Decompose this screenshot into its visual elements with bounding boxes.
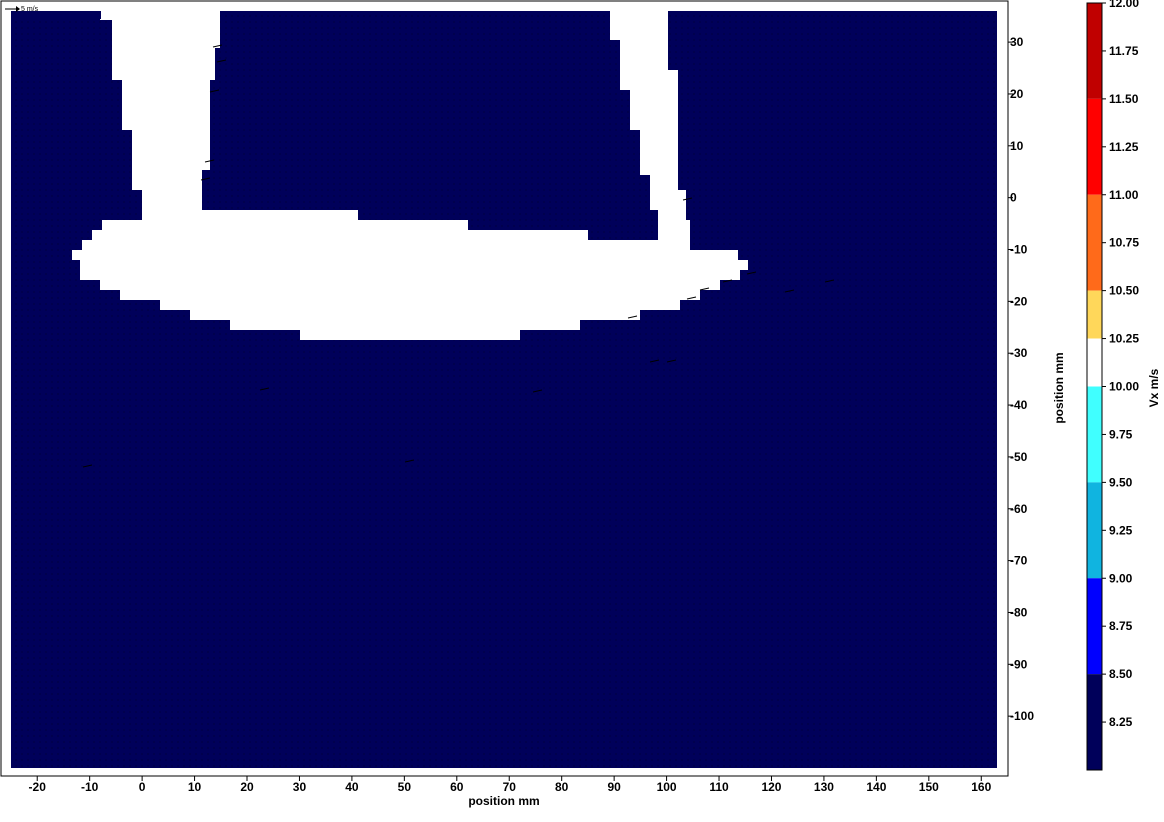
x-tick-label: 10 [188, 780, 202, 794]
x-tick-label: 60 [450, 780, 464, 794]
x-tick-label: 50 [398, 780, 412, 794]
colorbar-level-label: 11.75 [1109, 44, 1139, 58]
x-tick-label: 0 [139, 780, 146, 794]
vector-arrow [627, 315, 638, 319]
colorbar-labels: 12.00 11.75 11.50 11.25 11.00 10.75 10.50 10.25… [1102, 0, 1139, 729]
vector-arrow [209, 89, 220, 93]
reference-vector: 5 m/s [5, 6, 39, 13]
vector-arrow [649, 359, 660, 363]
colorbar-band [1087, 386, 1102, 483]
x-tick-label: 100 [657, 780, 677, 794]
velocity-vectors [82, 44, 835, 468]
x-axis: -20 -10 0 10 20 30 40 50 60 70 80 90 100 110 120 130 140… [29, 776, 992, 794]
colorbar-level-label: 8.75 [1109, 619, 1133, 633]
y-tick-label: -20 [1010, 294, 1028, 308]
colorbar-band [1087, 674, 1102, 770]
y-tick-label: -50 [1010, 450, 1028, 464]
colorbar-level-label: 11.00 [1109, 188, 1139, 202]
colorbar-level-label: 12.00 [1109, 0, 1139, 10]
x-tick-label: 130 [814, 780, 834, 794]
masked-region [11, 11, 748, 340]
x-tick-label: 20 [240, 780, 254, 794]
y-tick-label: -40 [1010, 398, 1028, 412]
y-tick-label: -90 [1010, 657, 1028, 671]
reference-vector-label: 5 m/s [21, 6, 39, 13]
x-tick-label: 120 [761, 780, 781, 794]
x-tick-label: 30 [293, 780, 307, 794]
vector-arrow [200, 177, 211, 181]
x-axis-title: position mm [468, 794, 539, 808]
x-tick-label: 150 [919, 780, 939, 794]
colorbar-band [1087, 194, 1102, 291]
colorbar-band [1087, 482, 1102, 579]
masked-blob [72, 11, 748, 340]
x-tick-label: 90 [607, 780, 621, 794]
x-tick-label: -10 [81, 780, 99, 794]
x-tick-label: 70 [503, 780, 517, 794]
x-tick-label: 160 [971, 780, 991, 794]
vector-arrow [682, 197, 693, 201]
vector-arrow [259, 387, 270, 391]
colorbar-level-label: 9.50 [1109, 475, 1133, 489]
vector-arrow [532, 389, 543, 393]
colorbar-band [1087, 290, 1102, 339]
y-tick-label: -70 [1010, 554, 1028, 568]
vector-arrow [204, 159, 215, 163]
y-tick-label: 0 [1010, 191, 1017, 205]
colorbar-level-label: 8.25 [1109, 715, 1133, 729]
vector-arrow [722, 279, 733, 283]
colorbar-level-label: 9.25 [1109, 523, 1133, 537]
y-tick-label: -10 [1010, 243, 1028, 257]
y-axis: 30 20 10 0 -10 -20 -30 -40 -50 -60 -70 -80 -90 -100 [1008, 35, 1034, 723]
vector-arrow [746, 271, 757, 275]
colorbar-level-label: 9.75 [1109, 427, 1133, 441]
vector-arrow [212, 44, 223, 48]
y-tick-label: -80 [1010, 605, 1028, 619]
colorbar-level-label: 10.25 [1109, 332, 1139, 346]
y-tick-label: 30 [1010, 35, 1024, 49]
colorbar-level-label: 9.00 [1109, 571, 1133, 585]
vector-arrow [686, 296, 697, 300]
y-tick-label: -30 [1010, 346, 1028, 360]
vector-arrow [666, 359, 677, 363]
colorbar-level-label: 10.00 [1109, 380, 1139, 394]
colorbar-level-label: 11.25 [1109, 140, 1139, 154]
colorbar-band [1087, 98, 1102, 195]
colorbar-level-label: 11.50 [1109, 92, 1139, 106]
vector-arrow [82, 464, 93, 468]
y-tick-label: 20 [1010, 87, 1024, 101]
y-tick-label: 10 [1010, 139, 1024, 153]
colorbar-title: Vx m/s [1147, 368, 1161, 407]
x-tick-label: 110 [709, 780, 729, 794]
x-tick-label: 40 [345, 780, 359, 794]
colorbar-level-label: 10.75 [1109, 236, 1139, 250]
y-tick-label: -100 [1010, 709, 1034, 723]
colorbar-level-label: 8.50 [1109, 667, 1133, 681]
colorbar-level-label: 10.50 [1109, 284, 1139, 298]
vector-arrow [824, 279, 835, 283]
colorbar-band [1087, 3, 1102, 99]
vector-arrow [404, 459, 415, 463]
vector-arrow [216, 59, 227, 63]
colorbar-band [1087, 338, 1102, 387]
x-tick-label: 140 [866, 780, 886, 794]
colorbar-bands [1087, 3, 1102, 770]
x-tick-label: 80 [555, 780, 569, 794]
field-corner [11, 11, 101, 19]
x-tick-label: -20 [29, 780, 47, 794]
vector-arrow [784, 289, 795, 293]
y-tick-label: -60 [1010, 502, 1028, 516]
y-axis-title: position mm [1052, 352, 1066, 423]
colorbar-band [1087, 578, 1102, 675]
vector-arrow [699, 287, 710, 291]
colorbar: 12.00 11.75 11.50 11.25 11.00 10.75 10.50 10.25… [1086, 0, 1161, 771]
